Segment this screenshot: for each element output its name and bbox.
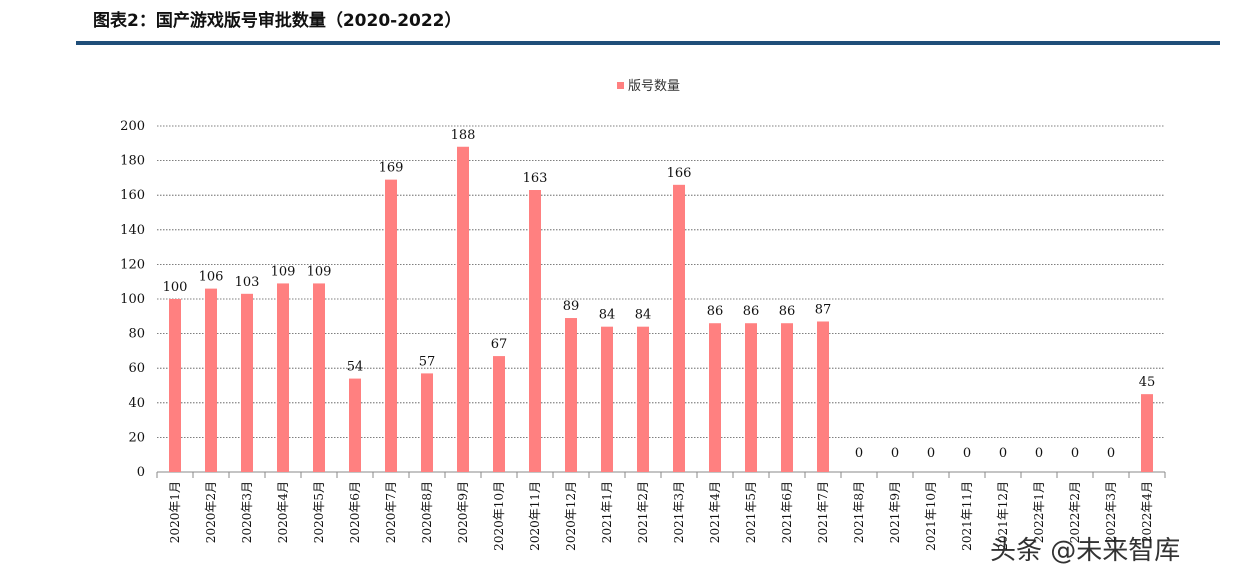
data-label: 86 xyxy=(707,304,724,319)
category-label: 2020年3月 xyxy=(240,481,254,543)
category-label: 2021年4月 xyxy=(708,481,722,543)
category-label: 2021年7月 xyxy=(816,481,830,543)
category-label: 2020年9月 xyxy=(456,481,470,543)
bar xyxy=(277,283,289,472)
data-label: 0 xyxy=(855,446,863,461)
category-label: 2022年3月 xyxy=(1104,481,1118,543)
data-label: 188 xyxy=(451,128,476,143)
grid-lines xyxy=(157,125,1165,438)
bar xyxy=(709,323,721,472)
data-label: 89 xyxy=(563,299,580,314)
category-label: 2021年11月 xyxy=(960,481,974,551)
category-label: 2020年4月 xyxy=(276,481,290,543)
category-label: 2020年12月 xyxy=(564,481,578,551)
data-label: 109 xyxy=(271,264,296,279)
y-tick-label: 40 xyxy=(128,396,145,411)
data-label: 0 xyxy=(927,446,935,461)
data-label: 0 xyxy=(1071,446,1079,461)
legend-swatch xyxy=(617,82,624,89)
data-label: 0 xyxy=(1107,446,1115,461)
category-label: 2022年4月 xyxy=(1140,481,1154,543)
data-label: 166 xyxy=(667,166,692,181)
data-label: 87 xyxy=(815,302,832,317)
y-tick-label: 80 xyxy=(128,327,145,342)
data-label: 86 xyxy=(779,304,796,319)
bar xyxy=(529,190,541,472)
bar xyxy=(673,184,685,472)
data-label: 0 xyxy=(999,446,1007,461)
category-label: 2021年10月 xyxy=(924,481,938,551)
legend-label: 版号数量 xyxy=(628,79,680,94)
data-label: 45 xyxy=(1139,375,1156,390)
category-label: 2020年7月 xyxy=(384,481,398,543)
data-label: 86 xyxy=(743,304,760,319)
y-tick-label: 140 xyxy=(120,223,145,238)
category-label: 2020年6月 xyxy=(348,481,362,543)
bar xyxy=(349,378,361,472)
bar xyxy=(169,299,181,472)
category-label: 2021年1月 xyxy=(600,481,614,543)
category-label: 2021年5月 xyxy=(744,481,758,543)
bar xyxy=(313,283,325,472)
watermark: 头条 @未来智库 xyxy=(990,536,1181,566)
data-label: 106 xyxy=(199,270,224,285)
bar xyxy=(493,356,505,472)
data-label: 67 xyxy=(491,337,508,352)
bar xyxy=(421,373,433,472)
bar xyxy=(241,293,253,472)
bar xyxy=(817,321,829,472)
data-label: 0 xyxy=(1035,446,1043,461)
category-label: 2021年3月 xyxy=(672,481,686,543)
data-label: 169 xyxy=(379,161,404,176)
category-label: 2020年8月 xyxy=(420,481,434,543)
category-label: 2020年5月 xyxy=(312,481,326,543)
y-tick-label: 200 xyxy=(120,119,145,134)
y-tick-label: 20 xyxy=(128,430,145,445)
bar xyxy=(457,146,469,472)
title-rule xyxy=(76,41,1220,45)
category-label: 2021年9月 xyxy=(888,481,902,543)
bar xyxy=(781,323,793,472)
category-label: 2020年11月 xyxy=(528,481,542,551)
bar xyxy=(1141,394,1153,472)
category-label: 2020年1月 xyxy=(168,481,182,543)
data-label: 109 xyxy=(307,264,332,279)
data-label: 103 xyxy=(235,275,260,290)
data-label: 84 xyxy=(635,308,652,323)
category-label: 2022年1月 xyxy=(1032,481,1046,543)
data-label: 54 xyxy=(347,360,364,375)
page-title: 图表2：国产游戏版号审批数量（2020-2022） xyxy=(93,11,462,31)
category-label: 2021年8月 xyxy=(852,481,866,543)
legend: 版号数量 xyxy=(617,79,680,94)
bar xyxy=(385,179,397,472)
bar xyxy=(637,326,649,472)
category-labels: 2020年1月 2020年2月 2020年3月 2020年4月 2020年5月 2020年… xyxy=(168,481,1154,551)
y-tick-label: 120 xyxy=(120,257,145,272)
bar xyxy=(601,326,613,472)
data-label: 163 xyxy=(523,171,548,186)
data-label: 57 xyxy=(419,354,436,369)
data-label: 100 xyxy=(163,280,188,295)
category-label: 2021年6月 xyxy=(780,481,794,543)
category-label: 2022年2月 xyxy=(1068,481,1082,543)
data-label: 0 xyxy=(963,446,971,461)
bar xyxy=(205,288,217,472)
y-tick-label: 180 xyxy=(120,154,145,169)
y-tick-label: 0 xyxy=(137,465,145,480)
bar xyxy=(565,318,577,472)
data-label: 0 xyxy=(891,446,899,461)
category-label: 2020年10月 xyxy=(492,481,506,551)
y-tick-label: 160 xyxy=(120,188,145,203)
category-label: 2021年2月 xyxy=(636,481,650,543)
axes: 0 20 40 60 80 100 120 140 160 180 200 xyxy=(120,119,1166,480)
data-label: 84 xyxy=(599,308,616,323)
y-tick-label: 60 xyxy=(128,361,145,376)
bar xyxy=(745,323,757,472)
category-label: 2020年2月 xyxy=(204,481,218,543)
data-labels: 100 106 103 109 109 54 169 57 188 67 163 89 84 84 166 8… xyxy=(163,128,1156,461)
category-label: 2021年12月 xyxy=(996,481,1010,551)
y-tick-label: 100 xyxy=(120,292,145,307)
bars xyxy=(169,146,1153,472)
